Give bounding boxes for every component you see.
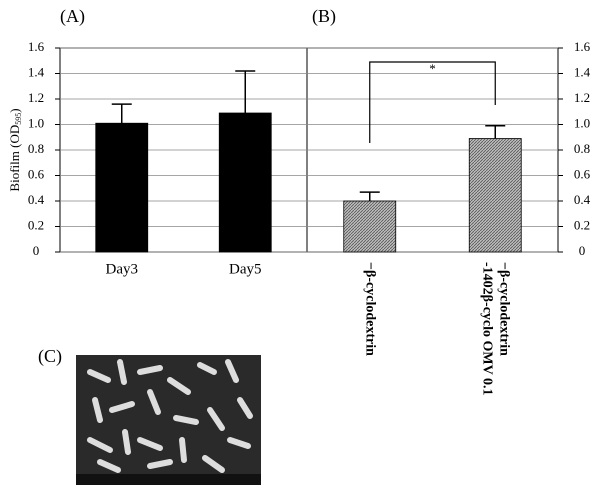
y-label-part: ) bbox=[7, 108, 22, 112]
x-tick-label: Day5 bbox=[229, 261, 262, 277]
y-tick-label: 0.6 bbox=[28, 166, 45, 181]
y-tick-label: 0.2 bbox=[574, 217, 590, 232]
y-tick-label: 1.0 bbox=[574, 115, 590, 130]
sem-image bbox=[76, 355, 261, 485]
y-tick-label: 1.6 bbox=[574, 39, 591, 54]
y-tick-label: 0.2 bbox=[28, 217, 44, 232]
y-tick-label: 0.8 bbox=[574, 141, 590, 156]
y-tick-label: 0.4 bbox=[28, 192, 45, 207]
bar bbox=[343, 200, 397, 253]
y-tick-label: 1.4 bbox=[574, 64, 591, 79]
y-label-part: Biofilm (OD bbox=[7, 125, 22, 192]
significance-label: * bbox=[429, 61, 436, 76]
bar bbox=[95, 122, 149, 253]
y-tick-label: 1.6 bbox=[28, 39, 45, 54]
y-tick-label: 0 bbox=[579, 243, 586, 258]
x-tick-label: -1402β-cyclo OMV 0.1 bbox=[480, 262, 495, 395]
x-tick-label: −β-cyclodextrin bbox=[363, 262, 378, 356]
y-tick-label: 1.2 bbox=[28, 90, 44, 105]
y-tick-label: 0.6 bbox=[574, 166, 591, 181]
y-tick-label: 0.8 bbox=[28, 141, 44, 156]
bar bbox=[218, 112, 272, 253]
x-tick-label: Day3 bbox=[106, 261, 139, 277]
significance-bracket bbox=[369, 61, 496, 143]
y-tick-label: 0.4 bbox=[574, 192, 591, 207]
y-tick-label: 1.2 bbox=[574, 90, 590, 105]
y-tick-label: 1.4 bbox=[28, 64, 45, 79]
panel-label: (A) bbox=[60, 6, 85, 27]
panel-label: (B) bbox=[312, 6, 336, 27]
y-tick-label: 1.0 bbox=[28, 115, 44, 130]
x-tick-label: −β-cyclodextrin bbox=[497, 262, 512, 356]
panel-label: (C) bbox=[38, 346, 62, 367]
y-tick-label: 0 bbox=[33, 243, 40, 258]
bar bbox=[468, 138, 522, 253]
y-axis-label: Biofilm (OD595) bbox=[7, 108, 23, 191]
y-label-part: 595 bbox=[14, 113, 23, 125]
